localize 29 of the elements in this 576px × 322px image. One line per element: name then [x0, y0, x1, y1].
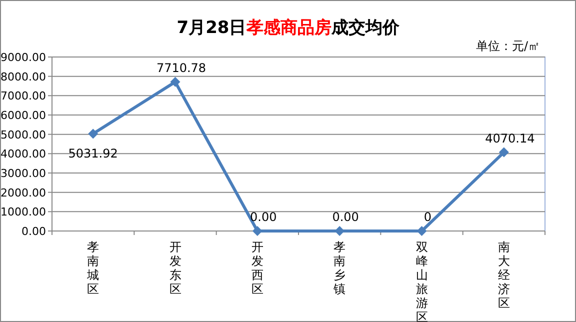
- y-tick-label: 9000.00: [0, 51, 46, 64]
- x-tick-label: 开发东区: [169, 240, 182, 296]
- data-label: 0.00: [250, 210, 277, 224]
- x-tick-label: 孝南城区: [86, 240, 100, 296]
- point: [498, 147, 509, 158]
- data-label: 5031.92: [68, 146, 118, 161]
- y-tick-label: 8000.00: [0, 70, 46, 84]
- y-tick-label: 1000.00: [0, 206, 46, 219]
- data-label: 7710.78: [156, 60, 206, 75]
- point: [416, 226, 427, 236]
- y-tick-label: 2000.00: [0, 186, 46, 200]
- point: [170, 76, 180, 87]
- data-label: 0.00: [332, 210, 359, 224]
- chart-title: 7月28日孝感商品房成交均价: [176, 18, 400, 38]
- y-tick-label: 5000.00: [0, 128, 46, 142]
- point: [88, 128, 98, 139]
- text: 单位：元/㎡: [476, 39, 540, 53]
- y-tick-label: 7000.00: [0, 90, 46, 103]
- x-tick-label: 南大经济区: [498, 240, 510, 310]
- y-tick-label: 6000.00: [0, 109, 46, 122]
- y-tick-label: 3000.00: [0, 167, 46, 180]
- x-tick-label: 开发西区: [251, 240, 264, 296]
- x-tick-label: 孝南乡镇: [332, 240, 346, 296]
- y-tick-label: 4000.00: [0, 148, 46, 161]
- data-label: 4070.14: [485, 131, 535, 146]
- data-label: 0: [424, 210, 432, 224]
- point: [252, 226, 262, 236]
- x-tick-label: 双峰山旅游区: [416, 240, 428, 322]
- y-tick-label: 0.00: [22, 225, 46, 238]
